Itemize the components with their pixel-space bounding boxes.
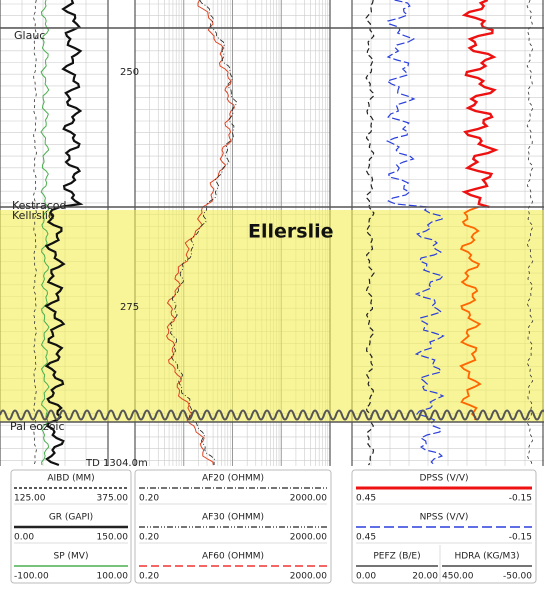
log-curve	[40, 0, 50, 466]
header-panel	[351, 469, 537, 584]
header-max: -0.15	[509, 494, 532, 504]
log-curve	[33, 0, 37, 466]
log-curve	[166, 0, 235, 466]
header-min: 0.00	[14, 533, 34, 543]
top-label: Pal eozoic	[10, 420, 65, 433]
header-name: AF60 (OHMM)	[202, 552, 264, 562]
header-max: 150.00	[97, 533, 129, 543]
headers: AIBD (MM)125.00 375.00 GR (GAPI) 0.00 150.00…	[14, 474, 532, 583]
top-label: Kellrslie	[12, 209, 55, 222]
header-max: 2000.00	[290, 533, 327, 543]
header-max: -0.15	[509, 533, 532, 543]
depth-label: 275	[120, 302, 139, 313]
header-min: 0.45	[356, 494, 376, 504]
header-name: PEFZ (B/E)	[373, 552, 420, 562]
header-name: AF20 (OHMM)	[202, 474, 264, 484]
log-curve	[459, 206, 482, 421]
header-min: -100.00	[14, 572, 49, 582]
zone-band	[0, 210, 544, 422]
header-name: NPSS (V/V)	[420, 513, 469, 523]
log-curve	[44, 0, 84, 467]
header-name: GR (GAPI)	[49, 513, 93, 523]
header-min: 0.45	[356, 533, 376, 543]
header-max: 20.00	[412, 572, 438, 582]
top-label: Glauc	[14, 29, 45, 42]
header-name: SP (MV)	[54, 552, 89, 562]
header-max: 100.00	[97, 572, 129, 582]
top-label: Kestracod	[12, 199, 67, 212]
header-name: DPSS (V/V)	[419, 474, 468, 484]
header-name: HDRA (KG/M3)	[454, 552, 519, 562]
td-label: TD 1304.0m	[85, 458, 148, 469]
header-panel	[10, 469, 132, 584]
header-name: AIBD (MM)	[47, 474, 94, 484]
log-curve	[526, 0, 534, 466]
depth-label: 250	[120, 67, 139, 78]
header-max: 2000.00	[290, 494, 327, 504]
header-min: 125.00	[14, 494, 46, 504]
header-max: 375.00	[97, 494, 129, 504]
log-curve	[365, 0, 375, 466]
header-max: -50.00	[503, 572, 532, 582]
header-name: AF30 (OHMM)	[202, 513, 264, 523]
header-min: 0.20	[139, 572, 159, 582]
wavy-line	[0, 409, 544, 421]
log-curve	[170, 0, 238, 465]
header-min: 0.20	[139, 533, 159, 543]
header-min: 0.20	[139, 494, 159, 504]
header-panel	[134, 469, 332, 584]
header-max: 2000.00	[290, 572, 327, 582]
log-curve	[385, 0, 445, 466]
header-min: 450.00	[442, 572, 474, 582]
zone-label: Ellerslie	[248, 221, 333, 243]
log-curves	[0, 0, 544, 467]
header-min: 0.00	[356, 572, 376, 582]
log-curve	[461, 0, 499, 209]
